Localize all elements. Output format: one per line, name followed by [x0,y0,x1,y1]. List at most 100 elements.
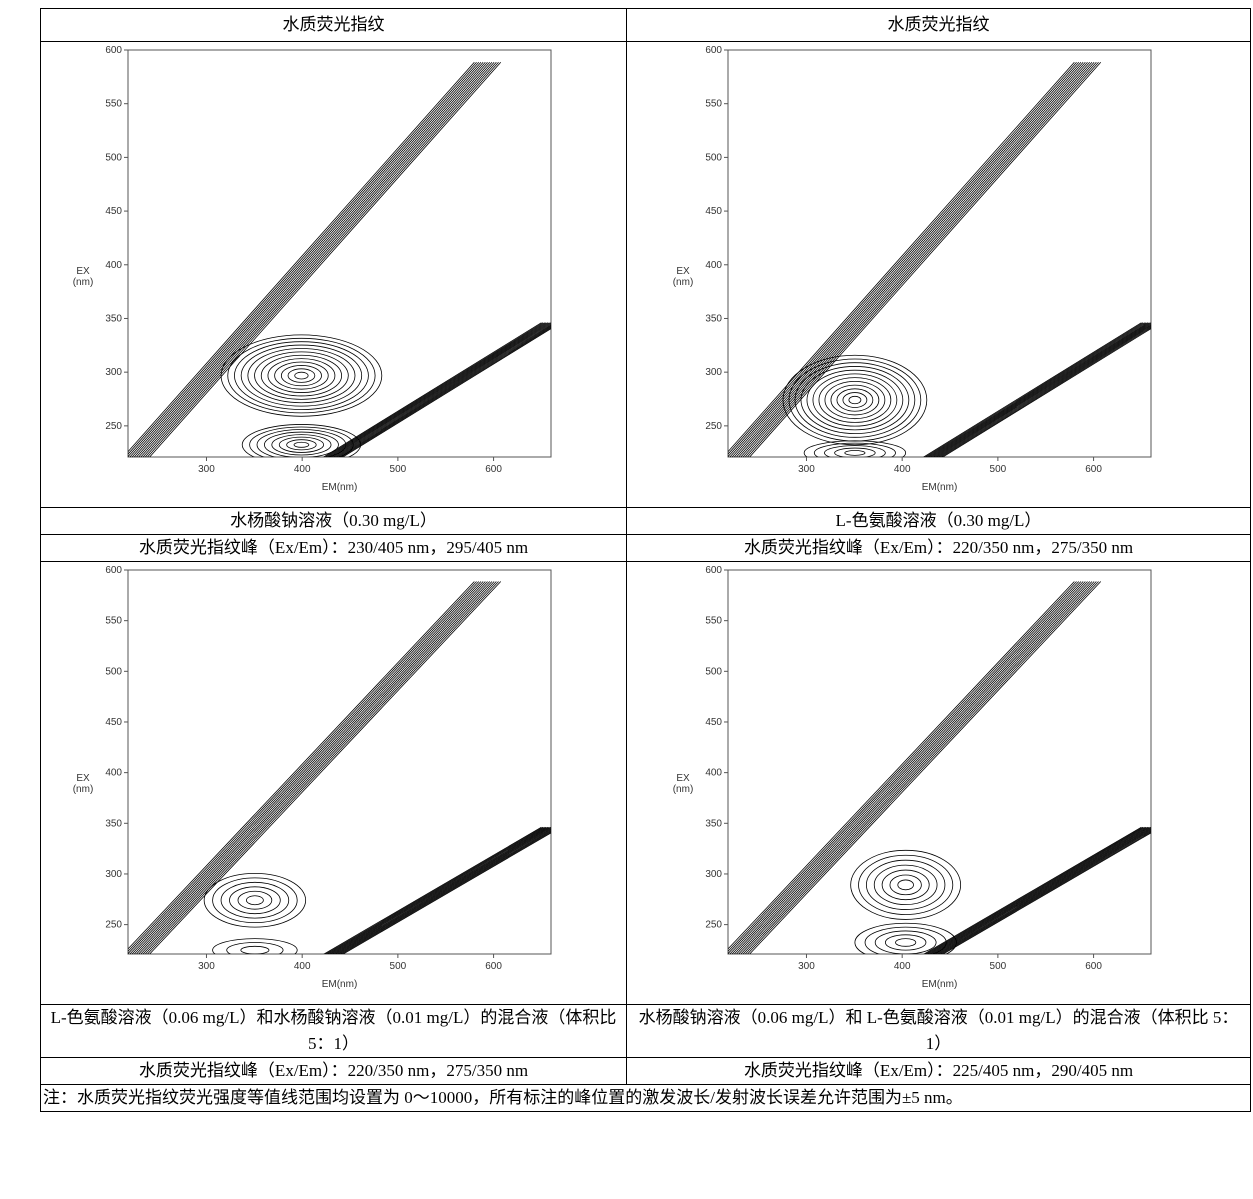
contour [294,371,309,380]
x-axis-label: EM(nm) [922,979,958,990]
contour [241,424,362,457]
y-tick-label: 450 [105,717,122,728]
contour [738,581,1091,954]
y-tick-label: 500 [705,152,722,163]
contour [133,581,486,954]
contour [144,61,497,457]
contour [229,886,281,915]
contour [338,326,551,457]
contour [227,337,376,414]
x-tick-label: 600 [1085,464,1102,475]
y-axis-unit: (nm) [673,784,694,795]
contour [874,930,937,954]
y-tick-label: 500 [105,666,122,677]
note: 注：水质荧光指纹荧光强度等值线范围均设置为 0～10000，所有标注的峰位置的激… [40,1084,1251,1112]
contour [149,61,502,457]
y-tick-label: 500 [705,666,722,677]
contour [340,831,551,954]
contour [895,938,917,947]
contour [136,61,488,457]
contour [260,354,343,397]
header: 水质荧光指纹 [40,8,627,42]
contour [322,322,542,457]
contour [334,827,551,954]
peaks: 水质荧光指纹峰（Ex/Em）：220/350 nm，275/350 nm [626,534,1251,562]
contour [278,436,325,453]
y-axis-label: EX [76,266,90,277]
contours [728,581,1151,954]
contour [324,826,544,954]
y-tick-label: 400 [705,768,722,779]
y-tick-label: 400 [705,260,722,271]
contour [897,879,914,891]
contour [806,369,904,431]
y-tick-label: 550 [105,99,122,110]
contour [935,324,1151,457]
x-tick-label: 600 [485,464,502,475]
contour [267,358,336,393]
contour [280,365,322,387]
contour [940,327,1151,457]
contour [728,581,1080,954]
contour [934,827,1151,954]
contour [342,328,551,457]
peaks: 水质荧光指纹峰（Ex/Em）：225/405 nm，290/405 nm [626,1057,1251,1085]
contour [742,581,1095,954]
contour [147,61,499,457]
contour [740,581,1093,954]
contour [329,322,549,457]
contour [848,395,862,405]
contour [234,341,369,410]
contour [240,945,270,954]
contour [128,581,477,952]
y-tick-label: 450 [105,206,122,217]
y-tick-label: 300 [105,367,122,378]
y-tick-label: 600 [705,565,722,576]
contour [889,874,922,896]
peaks: 水质荧光指纹峰（Ex/Em）：220/350 nm，275/350 nm [40,1057,627,1085]
y-tick-label: 550 [105,616,122,627]
header: 水质荧光指纹 [626,8,1251,42]
contour [128,61,475,453]
contour [937,325,1151,457]
contour [749,581,1102,954]
contour [865,859,946,910]
contour [246,895,264,906]
contour [942,328,1151,457]
y-tick-label: 550 [705,616,722,627]
contour [836,388,874,412]
contour [337,829,551,954]
contour [256,429,347,457]
contour [142,61,495,457]
contour [287,368,316,383]
x-tick-label: 600 [485,961,502,972]
contour [128,581,480,954]
contour [326,322,545,457]
x-tick-label: 400 [294,464,311,475]
contour [133,61,486,457]
y-tick-label: 300 [105,869,122,880]
contour [812,373,898,427]
contour [924,826,1144,954]
contour [237,890,273,910]
contour [818,377,892,423]
x-tick-label: 300 [198,464,215,475]
fingerprint-table: 水质荧光指纹 水质荧光指纹 300 400 500 600 250 300 350 400 450… [40,8,1251,1112]
contour [924,322,1144,457]
x-axis-label: EM(nm) [322,979,358,990]
contour [128,61,477,455]
contour [264,431,339,457]
plot-cell: 300 400 500 600 250 300 350 400 450 500 550 600 EM(n… [40,561,627,1005]
contour [326,826,545,954]
contour [147,581,499,954]
sample: 水杨酸钠溶液（0.30 mg/L） [40,507,627,535]
contour [334,323,551,457]
plot-frame [127,49,552,458]
contour [149,581,502,954]
y-tick-label: 450 [705,717,722,728]
contour [794,362,916,438]
contour [834,447,876,457]
contour [923,826,1142,954]
contour-plot: 300 400 500 600 250 300 350 400 450 500 550 600 EM(n… [673,45,1152,493]
